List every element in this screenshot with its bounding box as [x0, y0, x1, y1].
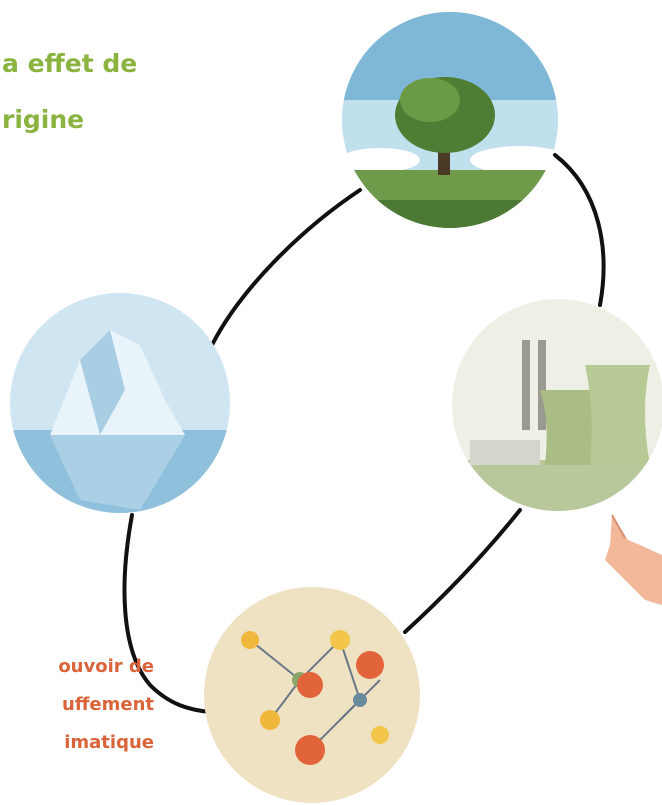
caption-line: imatique: [58, 724, 154, 762]
tree-image: [330, 10, 570, 240]
heading-line: a effet de: [2, 36, 137, 92]
caption-line: ouvoir de: [58, 648, 154, 686]
slide: a effet de rigine ouvoir de uffement ima…: [0, 0, 662, 805]
caption-line: uffement: [58, 686, 154, 724]
heading: a effet de rigine: [2, 36, 137, 148]
pointing-hand: [605, 515, 662, 605]
iceberg-image: [8, 290, 233, 520]
heading-line: rigine: [2, 92, 137, 148]
caption: ouvoir de uffement imatique: [58, 648, 154, 762]
power-plant-image: [450, 298, 662, 520]
molecules-image: [200, 585, 425, 805]
